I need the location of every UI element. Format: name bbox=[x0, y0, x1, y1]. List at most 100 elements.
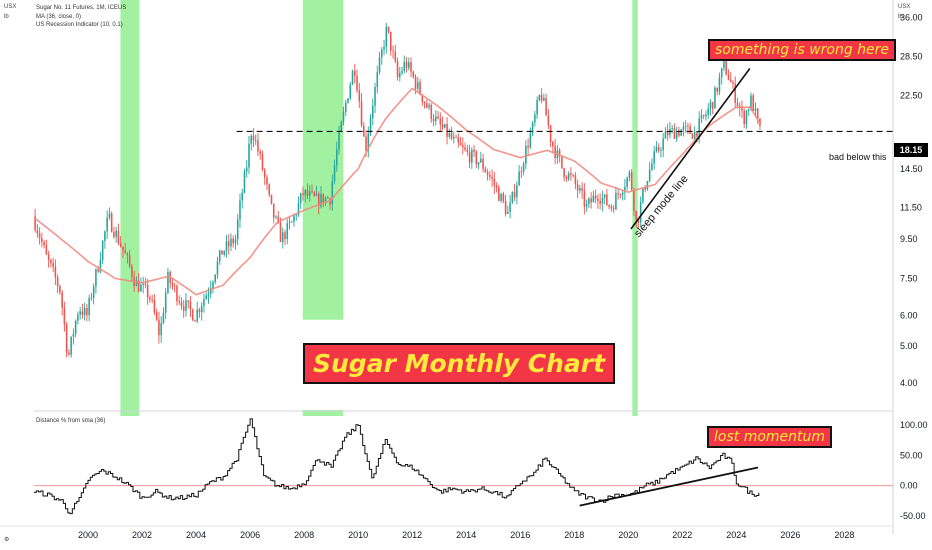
candle bbox=[592, 190, 595, 203]
candle-body bbox=[390, 31, 392, 51]
candle bbox=[232, 235, 235, 248]
candle-body bbox=[369, 118, 372, 134]
candle bbox=[738, 102, 741, 117]
candle-body bbox=[122, 246, 124, 251]
candle bbox=[570, 167, 572, 181]
candle bbox=[448, 128, 451, 139]
candle bbox=[653, 146, 655, 170]
recession-band-lower bbox=[632, 410, 638, 416]
candle bbox=[509, 195, 511, 219]
candle bbox=[651, 158, 653, 171]
candle-body bbox=[648, 169, 651, 182]
candle-body bbox=[405, 61, 408, 68]
candle bbox=[437, 110, 439, 120]
candle bbox=[741, 100, 743, 119]
candle bbox=[324, 196, 327, 207]
candle-body bbox=[322, 193, 325, 204]
candle-body bbox=[234, 239, 237, 244]
candle-body bbox=[432, 118, 435, 122]
candle bbox=[92, 283, 95, 305]
candle bbox=[270, 194, 273, 205]
candle bbox=[624, 178, 626, 201]
candle-body bbox=[324, 197, 327, 204]
candle bbox=[187, 300, 189, 309]
candle bbox=[401, 66, 403, 76]
candle bbox=[252, 128, 255, 148]
candle bbox=[124, 242, 126, 254]
candle bbox=[385, 22, 388, 54]
candle bbox=[633, 187, 635, 217]
candle bbox=[500, 192, 502, 203]
candle bbox=[54, 259, 57, 285]
candle-body bbox=[185, 300, 187, 311]
candle-body bbox=[430, 104, 433, 119]
candle-body bbox=[678, 130, 680, 136]
candle-body bbox=[684, 125, 687, 127]
candle-body bbox=[725, 61, 727, 75]
candle bbox=[180, 297, 183, 310]
candle-body bbox=[261, 153, 264, 170]
candle bbox=[484, 166, 487, 173]
candle bbox=[543, 93, 545, 102]
candle-body bbox=[194, 320, 196, 322]
candle-body bbox=[527, 145, 529, 148]
candle-body bbox=[486, 172, 489, 176]
candle-body bbox=[630, 172, 633, 190]
candle bbox=[603, 194, 606, 205]
candle-body bbox=[745, 110, 748, 124]
candle bbox=[196, 301, 198, 324]
candle bbox=[108, 207, 111, 220]
candle bbox=[576, 179, 579, 198]
candle bbox=[747, 106, 750, 116]
candle-body bbox=[149, 297, 151, 300]
candle bbox=[585, 199, 588, 213]
candle bbox=[475, 149, 478, 169]
candle bbox=[675, 126, 678, 143]
candle-body bbox=[743, 110, 745, 124]
candle bbox=[642, 187, 644, 205]
candle bbox=[441, 116, 444, 130]
candle-body bbox=[403, 61, 406, 71]
candle-body bbox=[624, 186, 626, 193]
candle-body bbox=[561, 156, 563, 169]
candle-body bbox=[164, 292, 167, 313]
legend-symbol: Sugar No. 11 Futures, 1M, ICEUS bbox=[36, 5, 127, 11]
candle-body bbox=[171, 282, 174, 286]
candle-body bbox=[304, 190, 307, 195]
candle-body bbox=[124, 250, 126, 254]
candle-body bbox=[752, 95, 754, 112]
candle-body bbox=[736, 102, 739, 106]
candle-body bbox=[689, 126, 691, 134]
candle bbox=[619, 193, 622, 199]
candle-body bbox=[205, 295, 207, 300]
candle bbox=[482, 153, 484, 173]
candle-body bbox=[207, 293, 210, 296]
candle-body bbox=[491, 176, 493, 179]
candle-body bbox=[756, 108, 759, 119]
candle-body bbox=[308, 191, 311, 196]
candle-body bbox=[221, 250, 223, 255]
candle-body bbox=[104, 231, 106, 241]
candle-body bbox=[666, 131, 669, 136]
candle-body bbox=[326, 197, 329, 199]
candle-body bbox=[191, 309, 194, 321]
candle bbox=[315, 185, 318, 197]
candle bbox=[171, 278, 174, 290]
candle bbox=[72, 328, 75, 345]
candle-body bbox=[729, 79, 732, 83]
candle-body bbox=[99, 260, 102, 272]
candle bbox=[34, 208, 36, 233]
candle-body bbox=[241, 192, 244, 201]
settings-gear-icon[interactable]: ⚙ bbox=[4, 537, 10, 543]
candle bbox=[529, 127, 532, 149]
candle bbox=[286, 218, 289, 244]
candle-body bbox=[610, 206, 613, 209]
candle bbox=[288, 216, 291, 230]
candle-body bbox=[565, 176, 568, 179]
candle-body bbox=[504, 201, 507, 214]
candle bbox=[626, 176, 628, 191]
candle bbox=[182, 299, 185, 318]
candle bbox=[734, 76, 736, 109]
candle bbox=[457, 133, 460, 148]
